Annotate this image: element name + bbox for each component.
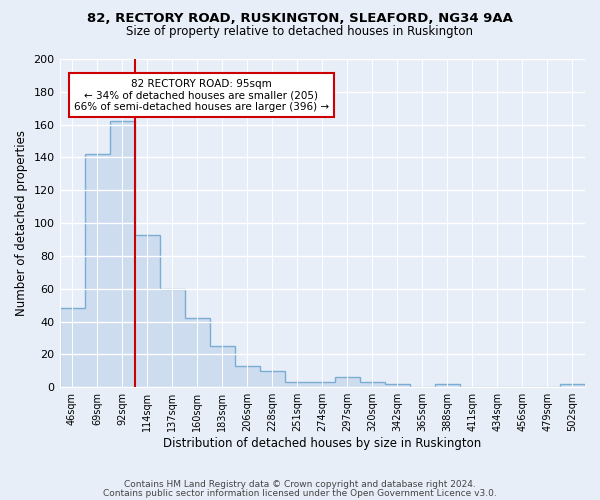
Text: 82 RECTORY ROAD: 95sqm
← 34% of detached houses are smaller (205)
66% of semi-de: 82 RECTORY ROAD: 95sqm ← 34% of detached…	[74, 78, 329, 112]
Y-axis label: Number of detached properties: Number of detached properties	[15, 130, 28, 316]
X-axis label: Distribution of detached houses by size in Ruskington: Distribution of detached houses by size …	[163, 437, 481, 450]
Text: 82, RECTORY ROAD, RUSKINGTON, SLEAFORD, NG34 9AA: 82, RECTORY ROAD, RUSKINGTON, SLEAFORD, …	[87, 12, 513, 26]
Text: Contains public sector information licensed under the Open Government Licence v3: Contains public sector information licen…	[103, 488, 497, 498]
Text: Contains HM Land Registry data © Crown copyright and database right 2024.: Contains HM Land Registry data © Crown c…	[124, 480, 476, 489]
Text: Size of property relative to detached houses in Ruskington: Size of property relative to detached ho…	[127, 25, 473, 38]
